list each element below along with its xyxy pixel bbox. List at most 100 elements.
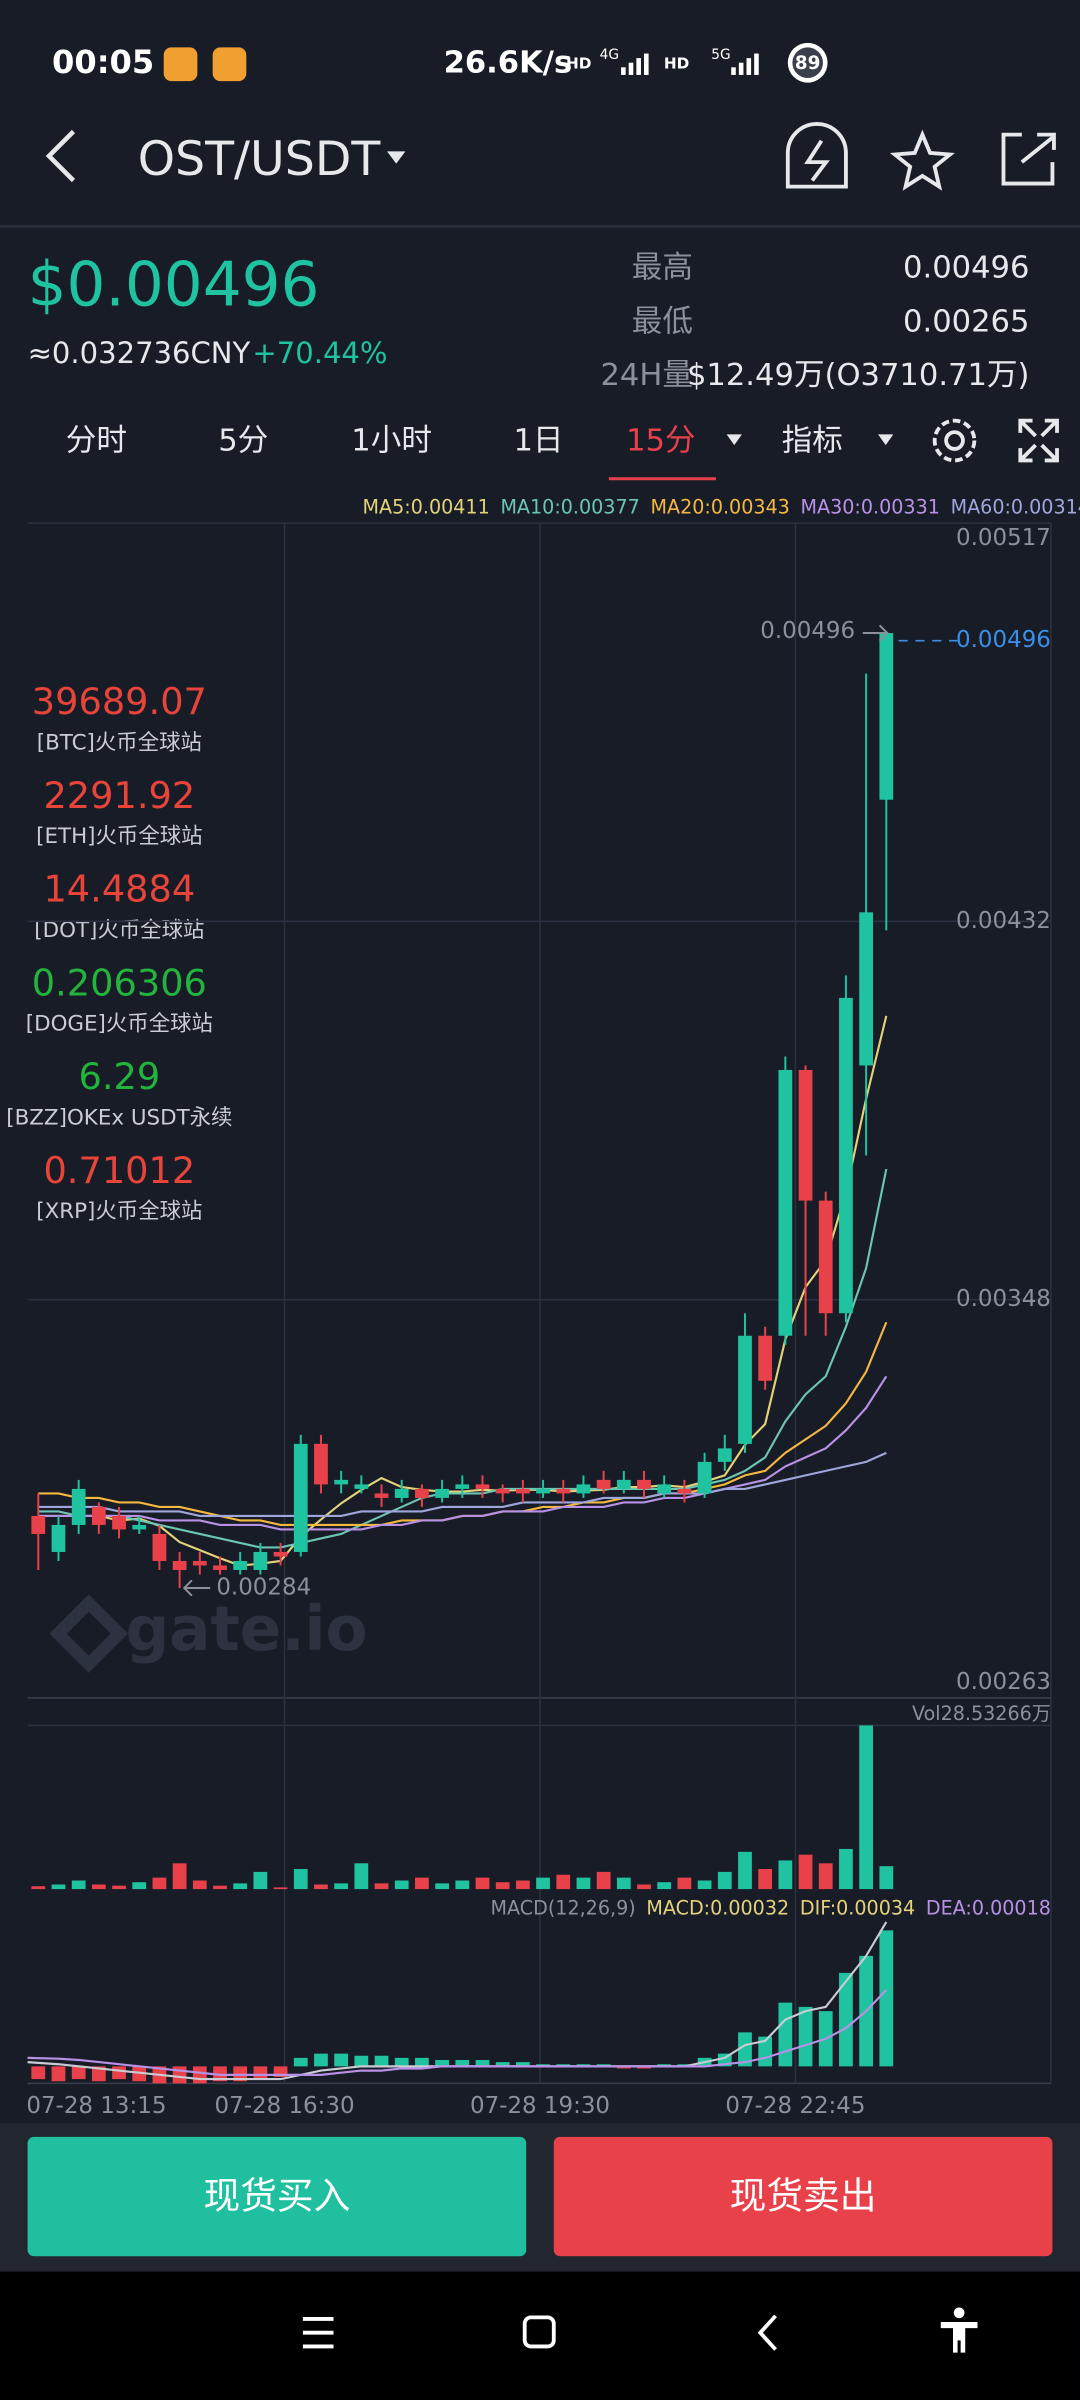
x-tick-label: 07-28 16:30	[215, 2093, 355, 2119]
net-icon: HD	[664, 55, 689, 73]
nav-home[interactable]	[522, 2315, 556, 2349]
macd-legend: DEA:0.00018	[926, 1896, 1051, 1919]
macd-bar	[91, 2066, 106, 2082]
low-arrow	[182, 1579, 211, 1597]
sell-label[interactable]: 现货卖出	[730, 2175, 877, 2218]
low-label: 最低	[632, 304, 693, 339]
macd-bar	[112, 2066, 126, 2080]
volume-bar	[818, 1863, 833, 1890]
tab[interactable]: 5分	[218, 424, 268, 459]
settings-button[interactable]	[932, 418, 977, 463]
macd-legend: MACD(12,26,9)	[491, 1896, 636, 1919]
candle-body	[374, 1493, 389, 1498]
tab-dropdown[interactable]	[878, 434, 894, 446]
nav-menu[interactable]	[302, 2317, 334, 2349]
nav-back[interactable]	[757, 2314, 777, 2351]
volume-bar	[415, 1877, 429, 1890]
tab[interactable]: 1小时	[351, 424, 432, 459]
macd-bar	[798, 2006, 813, 2067]
y-tick-label: 0.00263	[956, 1669, 1051, 1695]
volume-bar	[293, 1869, 308, 1890]
x-tick-label: 07-28 19:30	[470, 2093, 610, 2119]
pair-dropdown[interactable]	[387, 151, 406, 164]
candle-body	[697, 1461, 712, 1494]
candle-body	[879, 633, 894, 800]
ma-legend: MA5:0.00411	[363, 495, 490, 518]
macd-bar	[334, 2053, 349, 2067]
volume-bar	[334, 1883, 349, 1890]
ma-line	[38, 1451, 887, 1518]
volume-bar	[576, 1877, 591, 1890]
macd-legend: MACD:0.00032	[646, 1896, 789, 1919]
tab[interactable]: 1日	[513, 424, 563, 459]
volume-bar	[354, 1863, 369, 1890]
tab[interactable]: 指标	[782, 424, 843, 459]
volume-bar	[71, 1880, 86, 1890]
macd-bar	[435, 2059, 449, 2067]
candle-body	[677, 1488, 692, 1494]
candle-body	[839, 997, 853, 1314]
volume-bar	[112, 1885, 126, 1890]
volume-value: $12.49万(O3710.71万)	[687, 358, 1030, 393]
volume-bar	[475, 1877, 490, 1890]
ma-legend: MA20:0.00343	[651, 495, 790, 518]
signal-bars	[621, 53, 759, 75]
back-button[interactable]	[45, 129, 76, 183]
buy-button[interactable]	[27, 2136, 527, 2257]
candle-body	[415, 1488, 429, 1498]
watermark: gate.io	[125, 1594, 367, 1665]
volume-bar	[51, 1884, 66, 1890]
volume-bar	[677, 1877, 692, 1890]
volume-bar	[556, 1874, 571, 1890]
candle-body	[455, 1484, 470, 1489]
last-price-label: 0.00496	[956, 627, 1051, 653]
volume-bar	[455, 1880, 470, 1890]
net-speed: 26.6K/s	[444, 46, 573, 81]
side-ticker-price: 14.4884	[43, 868, 195, 911]
volume-bar	[172, 1863, 187, 1890]
nav-accessibility[interactable]	[940, 2307, 978, 2353]
interval-tabs: 分时 5分 1小时 1日 15分 指标	[66, 424, 843, 481]
sell-button[interactable]	[553, 2136, 1053, 2257]
macd-bar	[394, 2057, 409, 2067]
net-icon: HD	[566, 55, 591, 73]
tab-dropdown[interactable]	[726, 434, 742, 446]
macd-bar	[31, 2066, 46, 2080]
candle-body	[132, 1524, 147, 1530]
buy-label[interactable]: 现货买入	[203, 2175, 350, 2218]
macd-bar	[354, 2055, 369, 2067]
candle-body	[213, 1565, 227, 1570]
candle-body	[758, 1335, 773, 1381]
volume-bar	[859, 1725, 874, 1890]
candle-body	[253, 1551, 268, 1570]
net-icon: 5G	[711, 47, 730, 63]
fullscreen-button[interactable]	[1018, 418, 1059, 463]
side-ticker-name: [XRP]火币全球站	[36, 1199, 202, 1224]
candle-body	[172, 1560, 187, 1570]
candle-body	[354, 1484, 369, 1489]
candle-body	[152, 1533, 167, 1561]
pair-title[interactable]: OST/USDT	[138, 132, 382, 187]
share-button[interactable]	[1001, 132, 1056, 186]
x-tick-label: 07-28 13:15	[26, 2093, 166, 2119]
candle-body	[192, 1560, 207, 1566]
candle-body	[515, 1488, 530, 1494]
volume-bar	[616, 1877, 631, 1890]
volume-bar	[273, 1887, 288, 1890]
macd-bar	[738, 2032, 752, 2067]
candle-body	[273, 1551, 288, 1557]
tab[interactable]: 15分	[626, 424, 696, 459]
macd-bar	[778, 2002, 793, 2067]
app-icon	[163, 47, 198, 82]
candle-body	[495, 1488, 510, 1494]
low-marker: 0.00284	[216, 1575, 311, 1601]
side-ticker-name: [DOT]火币全球站	[34, 918, 204, 943]
volume-bar	[536, 1877, 550, 1890]
tab[interactable]: 分时	[66, 424, 127, 459]
favorite-button[interactable]	[889, 129, 955, 191]
candle-body	[293, 1443, 308, 1552]
candle-body	[596, 1479, 611, 1489]
battery	[792, 47, 823, 79]
side-ticker-name: [BZZ]OKEx USDT永续	[6, 1105, 232, 1130]
alert-button[interactable]	[785, 122, 848, 189]
